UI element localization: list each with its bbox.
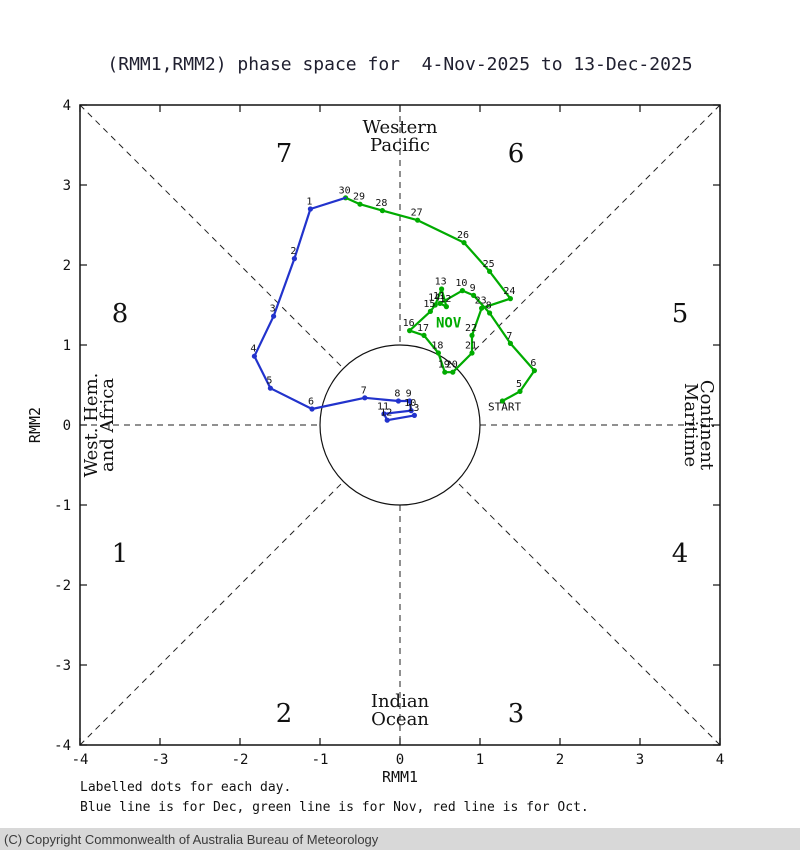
- svg-text:Continent: Continent: [696, 380, 717, 471]
- svg-text:-3: -3: [54, 658, 71, 674]
- caption-line-colors: Blue line is for Dec, green line is for …: [80, 800, 589, 815]
- chart-title: (RMM1,RMM2) phase space for 4-Nov-2025 t…: [107, 54, 693, 75]
- unit-circle: [319, 344, 481, 506]
- octant-grid-lines: [79, 104, 721, 746]
- svg-text:12: 12: [439, 294, 451, 305]
- svg-text:0: 0: [63, 418, 71, 434]
- svg-text:17: 17: [417, 323, 429, 334]
- svg-text:13: 13: [435, 277, 447, 288]
- svg-text:7: 7: [506, 331, 512, 342]
- svg-text:and Africa: and Africa: [97, 378, 118, 472]
- svg-text:7: 7: [361, 385, 367, 396]
- svg-text:14: 14: [428, 293, 440, 304]
- svg-text:9: 9: [406, 389, 412, 400]
- svg-text:8: 8: [486, 301, 492, 312]
- svg-text:Maritime: Maritime: [680, 383, 701, 467]
- svg-text:29: 29: [353, 192, 365, 203]
- svg-text:-1: -1: [54, 498, 71, 514]
- svg-text:24: 24: [503, 286, 515, 297]
- svg-text:11: 11: [433, 291, 445, 302]
- svg-text:2: 2: [290, 246, 296, 257]
- svg-text:30: 30: [339, 185, 351, 196]
- svg-text:1: 1: [63, 338, 71, 354]
- svg-text:2: 2: [276, 699, 293, 729]
- start-label: START: [488, 401, 521, 414]
- svg-text:11: 11: [377, 401, 389, 412]
- svg-text:-4: -4: [54, 738, 71, 754]
- svg-text:West. Hem.: West. Hem.: [81, 373, 102, 478]
- svg-text:25: 25: [483, 259, 495, 270]
- x-axis-label: RMM1: [382, 768, 418, 786]
- svg-text:5: 5: [672, 299, 689, 329]
- svg-text:21: 21: [465, 341, 477, 352]
- svg-text:6: 6: [308, 397, 314, 408]
- svg-text:12: 12: [380, 408, 392, 419]
- svg-text:7: 7: [276, 139, 293, 169]
- copyright-bar: (C) Copyright Commonwealth of Australia …: [0, 828, 800, 850]
- svg-text:6: 6: [530, 358, 536, 369]
- y-axis-label: RMM2: [26, 407, 44, 443]
- svg-text:4: 4: [672, 539, 689, 569]
- svg-text:6: 6: [508, 139, 525, 169]
- svg-text:26: 26: [457, 230, 469, 241]
- svg-text:27: 27: [411, 208, 423, 219]
- svg-text:3: 3: [636, 752, 644, 768]
- svg-text:4: 4: [63, 98, 71, 114]
- svg-text:18: 18: [431, 341, 443, 352]
- svg-text:Ocean: Ocean: [371, 709, 429, 730]
- svg-text:9: 9: [470, 283, 476, 294]
- svg-text:Indian: Indian: [371, 691, 430, 712]
- svg-text:15: 15: [423, 299, 435, 310]
- svg-text:1: 1: [112, 539, 129, 569]
- svg-text:1: 1: [476, 752, 484, 768]
- svg-text:5: 5: [266, 376, 272, 387]
- copyright-text: (C) Copyright Commonwealth of Australia …: [4, 831, 379, 847]
- svg-text:22: 22: [465, 323, 477, 334]
- svg-text:10: 10: [455, 278, 467, 289]
- svg-text:2: 2: [63, 258, 71, 274]
- svg-text:10: 10: [404, 398, 416, 409]
- svg-text:4: 4: [716, 752, 724, 768]
- svg-text:-2: -2: [232, 752, 249, 768]
- svg-text:28: 28: [375, 198, 387, 209]
- svg-text:-2: -2: [54, 578, 71, 594]
- caption-labelled-dots: Labelled dots for each day.: [80, 780, 292, 795]
- svg-text:5: 5: [516, 379, 522, 390]
- svg-text:4: 4: [250, 344, 256, 355]
- svg-text:2: 2: [556, 752, 564, 768]
- svg-text:8: 8: [394, 389, 400, 400]
- svg-text:13: 13: [407, 403, 419, 414]
- month-label-nov: NOV: [436, 315, 462, 331]
- svg-text:Pacific: Pacific: [370, 135, 430, 156]
- svg-text:Western: Western: [362, 117, 437, 138]
- svg-text:3: 3: [508, 699, 525, 729]
- svg-text:20: 20: [446, 360, 458, 371]
- svg-text:-3: -3: [152, 752, 169, 768]
- svg-text:16: 16: [403, 318, 415, 329]
- svg-text:1: 1: [306, 197, 312, 208]
- svg-text:-1: -1: [312, 752, 329, 768]
- svg-text:0: 0: [396, 752, 404, 768]
- svg-text:-4: -4: [72, 752, 89, 768]
- svg-text:3: 3: [63, 178, 71, 194]
- svg-text:8: 8: [112, 299, 129, 329]
- svg-text:3: 3: [270, 304, 276, 315]
- svg-text:19: 19: [438, 360, 450, 371]
- svg-text:23: 23: [475, 296, 487, 307]
